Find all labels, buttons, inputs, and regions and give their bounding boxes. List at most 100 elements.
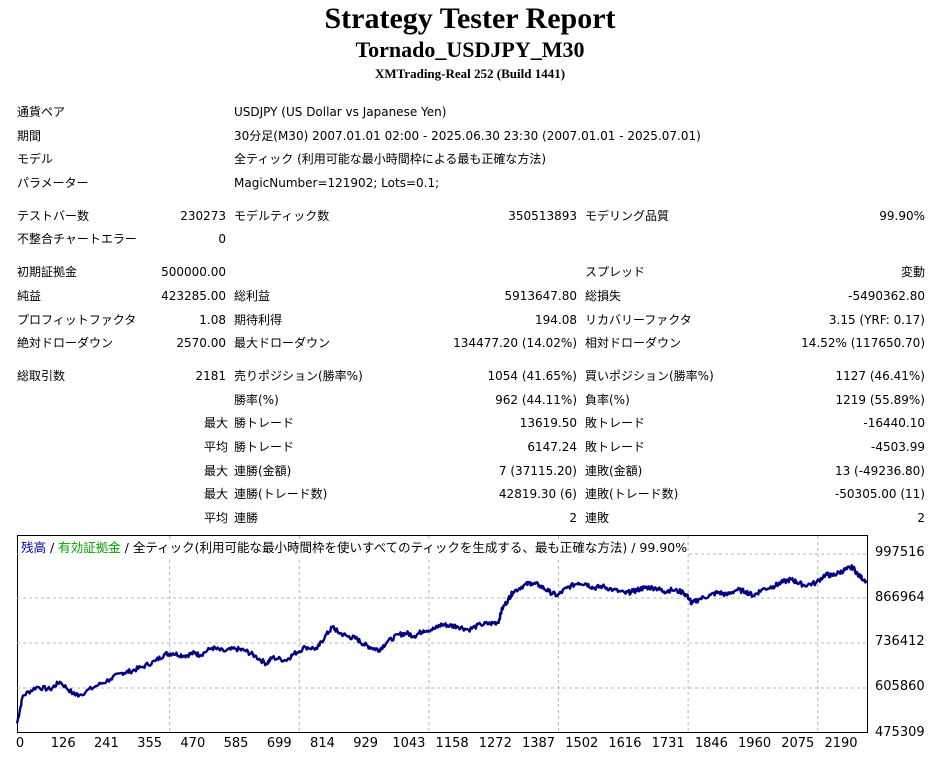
- x-tick-label: 355: [137, 736, 163, 751]
- avg-prefix: 平均: [203, 511, 228, 525]
- quality-value: 99.90%: [879, 208, 925, 223]
- mismatch-label: 不整合チャートエラー: [17, 232, 137, 247]
- avg-prefix: 平均: [203, 439, 228, 454]
- period-label: 期間: [17, 128, 42, 143]
- x-tick-label: 241: [93, 736, 119, 751]
- pf-label: プロフィットファクタ: [17, 312, 137, 327]
- model-label: モデル: [17, 152, 54, 167]
- grossprofit-label: 総利益: [234, 288, 271, 303]
- x-tick-label: 929: [353, 736, 379, 751]
- x-tick-label: 2075: [781, 736, 815, 751]
- legend-separator: /: [46, 540, 59, 555]
- y-tick-label: 866964: [875, 590, 925, 605]
- expected-value: 194.08: [535, 312, 577, 327]
- balance-chart: [17, 535, 868, 733]
- symbol-label: 通貨ペア: [17, 105, 66, 119]
- bars-label: テストバー数: [17, 208, 90, 223]
- trades-value: 2181: [195, 368, 226, 383]
- losspct-label: 負率(%): [585, 392, 630, 407]
- row-period: 期間 30分足(M30) 2007.01.01 02:00 - 2025.06.…: [0, 125, 940, 149]
- row-drawdown: 絶対ドローダウン 2570.00 最大ドローダウン 134477.20 (14.…: [0, 332, 940, 356]
- legend-balance: 残高: [21, 540, 47, 555]
- losspct-value: 1219 (55.89%): [835, 392, 925, 407]
- x-tick-label: 2190: [824, 736, 858, 751]
- row-model: モデル 全ティック (利用可能な最小時間枠による最も正確な方法): [0, 148, 940, 172]
- short-label: 売りポジション(勝率%): [234, 368, 363, 383]
- row-params: パラメーター MagicNumber=121902; Lots=0.1;: [0, 172, 940, 196]
- max-prefix: 最大: [203, 416, 228, 431]
- avgconsecloss-value: 2: [917, 511, 925, 525]
- avgwin-value: 6147.24: [527, 439, 577, 454]
- consecloss-cnt-value: -50305.00 (11): [834, 487, 925, 502]
- model-value: 全ティック (利用可能な最小時間枠による最も正確な方法): [234, 152, 547, 167]
- absdd-label: 絶対ドローダウン: [17, 336, 114, 351]
- row-bars: テストバー数 230273 モデルティック数 350513893 モデリング品質…: [0, 205, 940, 229]
- x-tick-label: 585: [223, 736, 249, 751]
- x-tick-label: 1502: [565, 736, 599, 751]
- reldd-value: 14.52% (117650.70): [801, 336, 925, 351]
- winpct-label: 勝率(%): [234, 392, 279, 407]
- legend-description: 全ティック(利用可能な最小時間枠を使いすべてのティックを生成する、最も正確な方法…: [132, 540, 688, 555]
- ticks-value: 350513893: [508, 208, 577, 223]
- netprofit-value: 423285.00: [161, 288, 226, 303]
- x-tick-label: 1960: [738, 736, 772, 751]
- x-tick-label: 1158: [435, 736, 469, 751]
- chart-legend: 残高 / 有効証拠金 / 全ティック(利用可能な最小時間枠を使いすべてのティック…: [21, 539, 688, 557]
- deposit-label: 初期証拠金: [17, 265, 78, 280]
- winpct-value: 962 (44.11%): [495, 392, 577, 407]
- params-value: MagicNumber=121902; Lots=0.1;: [234, 176, 440, 191]
- row-symbol: 通貨ペア USDJPY (US Dollar vs Japanese Yen): [0, 101, 940, 125]
- expected-label: 期待利得: [234, 312, 283, 327]
- y-tick-label: 997516: [875, 545, 925, 560]
- max-prefix: 最大: [203, 463, 228, 478]
- maxdd-label: 最大ドローダウン: [234, 336, 331, 351]
- grossloss-label: 総損失: [585, 288, 622, 303]
- x-tick-label: 699: [266, 736, 292, 751]
- row-consec-count: 最大 連勝(トレード数) 42819.30 (6) 連敗(トレード数) -503…: [0, 483, 940, 507]
- recovery-value: 3.15 (YRF: 0.17): [828, 312, 925, 327]
- avgwin-label: 勝トレード: [234, 439, 295, 454]
- y-tick-label: 475309: [875, 725, 925, 740]
- x-tick-label: 470: [180, 736, 206, 751]
- avgloss-label: 敗トレード: [585, 439, 646, 454]
- consecloss-cnt-label: 連敗(トレード数): [585, 487, 679, 502]
- pf-value: 1.08: [199, 312, 226, 327]
- server-info: XMTrading-Real 252 (Build 1441): [374, 66, 566, 81]
- maxdd-value: 134477.20 (14.02%): [453, 336, 577, 351]
- row-avg-consec: 平均 連勝 2 連敗 2: [0, 507, 940, 531]
- trades-label: 総取引数: [17, 368, 66, 383]
- row-profit: 純益 423285.00 総利益 5913647.80 総損失 -5490362…: [0, 285, 940, 309]
- params-label: パラメーター: [17, 176, 89, 191]
- long-value: 1127 (46.41%): [835, 368, 925, 383]
- x-tick-label: 1387: [521, 736, 556, 751]
- avgconsecwin-label: 連勝: [234, 511, 259, 525]
- row-trades: 総取引数 2181 売りポジション(勝率%) 1054 (41.65%) 買いポ…: [0, 365, 940, 389]
- grossprofit-value: 5913647.80: [504, 288, 577, 303]
- row-deposit: 初期証拠金 500000.00 スプレッド 変動: [0, 261, 940, 285]
- deposit-value: 500000.00: [161, 265, 226, 280]
- row-consec-amount: 最大 連勝(金額) 7 (37115.20) 連敗(金額) 13 (-49236…: [0, 460, 940, 484]
- x-tick-label: 1846: [694, 736, 728, 751]
- avgconsecwin-value: 2: [569, 511, 577, 525]
- netprofit-label: 純益: [17, 288, 42, 303]
- expert-name: Tornado_USDJPY_M30: [355, 37, 585, 62]
- row-max-trade: 最大 勝トレード 13619.50 敗トレード -16440.10: [0, 412, 940, 436]
- consecwin-cnt-value: 42819.30 (6): [498, 487, 577, 502]
- maxwin-value: 13619.50: [519, 416, 577, 431]
- short-value: 1054 (41.65%): [487, 368, 577, 383]
- consecwin-cnt-label: 連勝(トレード数): [234, 487, 328, 502]
- long-label: 買いポジション(勝率%): [585, 368, 714, 383]
- reldd-label: 相対ドローダウン: [585, 336, 682, 351]
- spread-label: スプレッド: [585, 265, 646, 280]
- maxwin-label: 勝トレード: [234, 416, 295, 431]
- avgloss-value: -4503.99: [871, 439, 925, 454]
- legend-separator: /: [120, 540, 133, 555]
- consecloss-amt-label: 連敗(金額): [585, 463, 643, 478]
- y-tick-label: 736412: [875, 634, 925, 649]
- grossloss-value: -5490362.80: [848, 288, 925, 303]
- maxloss-value: -16440.10: [863, 416, 925, 431]
- row-avg-trade: 平均 勝トレード 6147.24 敗トレード -4503.99: [0, 436, 940, 460]
- recovery-label: リカバリーファクタ: [585, 312, 692, 327]
- row-mismatch: 不整合チャートエラー 0: [0, 228, 940, 252]
- consecwin-amt-value: 7 (37115.20): [498, 463, 577, 478]
